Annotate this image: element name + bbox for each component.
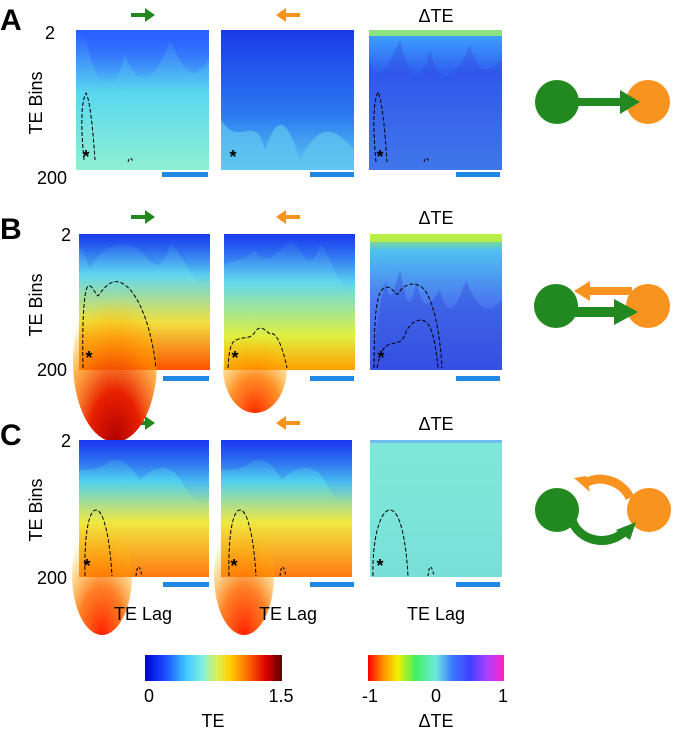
left-arrow-icon — [276, 210, 300, 224]
y-axis-label: TE Bins — [26, 71, 46, 134]
node-green — [534, 284, 578, 328]
marker-asterisk: * — [83, 556, 90, 576]
heatmap-c-te-right: * — [72, 440, 209, 635]
colorbar-te: 0 1.5 TE — [144, 655, 294, 731]
node-orange — [626, 284, 670, 328]
heatmap-b-delta-te: * — [370, 234, 502, 370]
right-arrow-icon — [131, 210, 155, 224]
left-arrow-icon — [276, 416, 300, 430]
marker-asterisk: * — [376, 147, 383, 167]
marker-asterisk: * — [85, 348, 92, 368]
heatmap-b-te-right: * — [73, 234, 210, 442]
diagram-asymmetric-bidirectional — [534, 281, 670, 328]
x-axis-label-2: TE Lag — [259, 604, 317, 624]
scale-bars — [162, 172, 500, 587]
marker-asterisk: * — [231, 348, 238, 368]
marker-asterisk: * — [229, 147, 236, 167]
colorbar-delta-te: -1 0 1 ΔTE — [362, 655, 508, 731]
node-orange — [627, 488, 671, 532]
scale-bar — [163, 582, 209, 587]
scale-bar — [456, 376, 500, 381]
y-axis-label: TE Bins — [26, 273, 46, 336]
colorbar-tick-zero: 0 — [431, 686, 441, 706]
y-tick-top: 2 — [45, 23, 55, 43]
scale-bar — [456, 582, 500, 587]
y-tick-top: 2 — [61, 431, 71, 451]
y-tick-bottom: 200 — [37, 568, 67, 588]
scale-bar — [310, 172, 354, 177]
x-axis-label-1: TE Lag — [114, 604, 172, 624]
right-arrow-icon — [131, 416, 155, 430]
heatmap-c-delta-te: * — [370, 440, 502, 577]
heatmap-a-te-left: * — [221, 30, 354, 170]
diagram-symmetric-bidirectional — [535, 474, 671, 545]
y-tick-top: 2 — [61, 225, 71, 245]
scale-bar — [310, 376, 354, 381]
colorbar-label: ΔTE — [418, 711, 453, 731]
y-axis-label: TE Bins — [26, 478, 46, 541]
left-arrow-icon — [276, 8, 300, 22]
node-orange — [626, 80, 670, 124]
scale-bar — [456, 172, 500, 177]
marker-asterisk: * — [376, 556, 383, 576]
heatmap-a-te-right: * — [76, 30, 209, 170]
scale-bar — [163, 376, 209, 381]
marker-asterisk: * — [230, 556, 237, 576]
colorbar-tick-min: -1 — [362, 686, 378, 706]
right-arrow-icon — [131, 8, 155, 22]
x-axis-label-3: TE Lag — [407, 604, 465, 624]
y-axis-row-c: 2 200 TE Bins — [26, 431, 71, 588]
row-letter-c: C — [0, 419, 22, 452]
colorbar-tick-max: 1.5 — [268, 686, 293, 706]
marker-asterisk: * — [82, 147, 89, 167]
y-axis-row-a: 2 200 TE Bins — [26, 23, 67, 188]
heatmap-b-te-left: * — [223, 234, 355, 413]
y-tick-bottom: 200 — [37, 168, 67, 188]
delta-te-title-b: ΔTE — [418, 208, 453, 228]
y-tick-bottom: 200 — [37, 360, 67, 380]
row-letter-a: A — [0, 4, 22, 37]
marker-asterisk: * — [377, 348, 384, 368]
colorbar-label: TE — [201, 711, 224, 731]
diagram-unidirectional — [535, 80, 670, 124]
node-green — [535, 488, 579, 532]
node-green — [535, 80, 579, 124]
delta-te-title-a: ΔTE — [418, 6, 453, 26]
y-axis-row-b: 2 200 TE Bins — [26, 225, 71, 380]
row-letter-b: B — [0, 213, 22, 246]
delta-te-title-c: ΔTE — [418, 414, 453, 434]
colorbar-tick-0: 0 — [144, 686, 154, 706]
scale-bar — [162, 172, 208, 177]
scale-bar — [310, 582, 354, 587]
heatmap-a-delta-te: * — [369, 30, 502, 170]
heatmap-c-te-left: * — [214, 440, 352, 635]
colorbar-tick-max: 1 — [498, 686, 508, 706]
